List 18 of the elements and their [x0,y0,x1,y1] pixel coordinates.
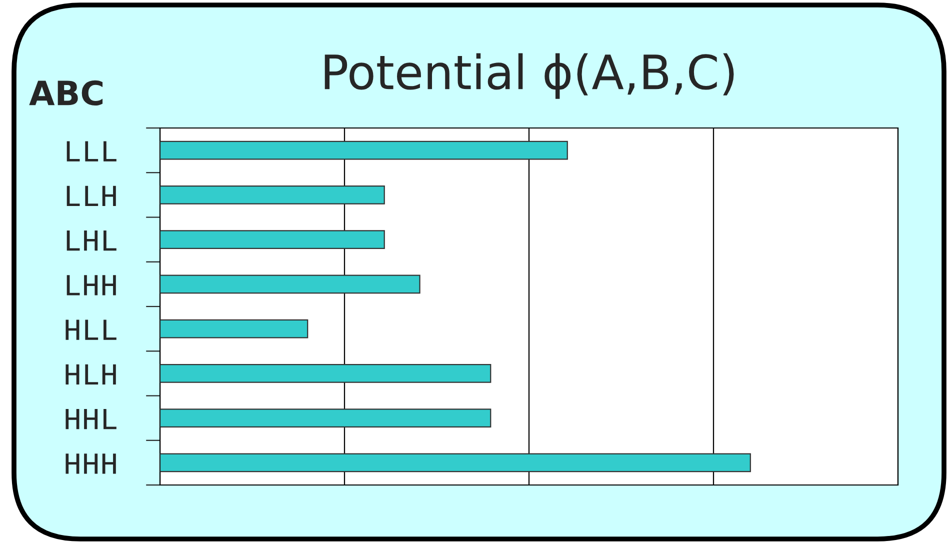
y-tick-label: HHL [66,409,116,430]
bar [160,185,385,204]
bar [160,408,492,428]
bar [160,453,751,472]
chart-title: Potential ϕ(A,B,C) [324,53,734,99]
y-tick-label: LLL [66,141,116,162]
bar [160,364,492,383]
bar [160,230,385,250]
y-tick-label: LHH [66,275,116,296]
y-tick-label: HHH [66,454,116,474]
y-tick-label: HLL [66,320,116,340]
bar [160,274,420,294]
y-tick-label: HLH [66,364,116,385]
y-tick-label: LLH [66,186,116,206]
bar [160,319,308,338]
y-axis-title: ABC [29,80,103,106]
y-tick-label: LHL [66,230,116,251]
bar [160,140,568,160]
